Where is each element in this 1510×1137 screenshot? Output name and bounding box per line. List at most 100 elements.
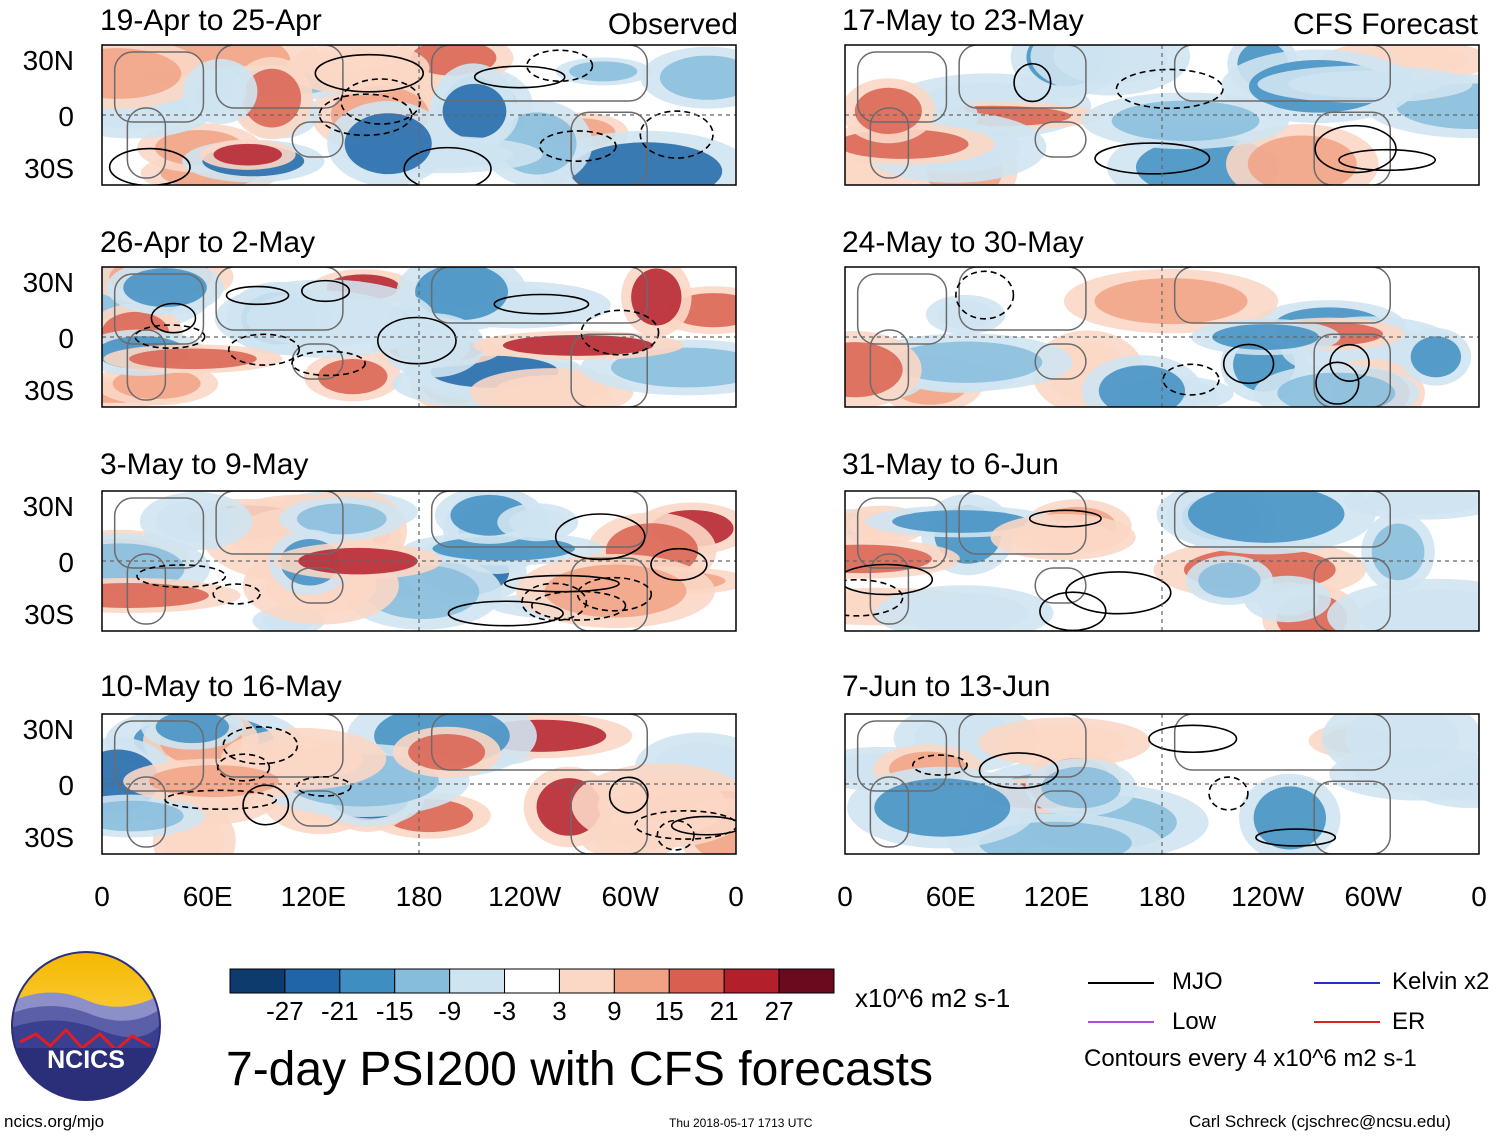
- colorbar-swatch: [723, 968, 780, 994]
- coastline: [856, 720, 948, 792]
- anomaly-core: [1187, 491, 1345, 543]
- colorbar-tick: 21: [709, 996, 739, 1026]
- mjo-contour: [301, 279, 351, 303]
- anomaly-core: [102, 48, 182, 99]
- coastline: [126, 107, 167, 179]
- colorbar-swatch: [613, 968, 670, 994]
- lon-label: 120W: [1231, 881, 1305, 912]
- lat-label: 30S: [24, 375, 74, 406]
- colorbar-tick: 9: [607, 996, 622, 1026]
- mjo-contour: [225, 285, 290, 306]
- mjo-contour: [845, 563, 934, 596]
- anomaly-core: [242, 68, 302, 128]
- footer-author: Carl Schreck (cjschrec@ncsu.edu): [1189, 1112, 1451, 1131]
- mjo-contour: [242, 784, 290, 826]
- coastline: [113, 720, 205, 792]
- anomaly-core: [631, 268, 682, 326]
- anomaly-core: [845, 544, 932, 574]
- panel-title: 10-May to 16-May: [100, 670, 342, 703]
- anomaly-core: [442, 83, 507, 139]
- coastline: [215, 714, 344, 778]
- coastline: [1313, 111, 1391, 185]
- map-frame: [844, 44, 1480, 186]
- anomaly-core: [1041, 766, 1121, 809]
- coastline: [430, 714, 648, 771]
- observed-label: Observed: [607, 8, 738, 41]
- mjo-contour: [216, 753, 271, 782]
- anomaly-core: [102, 800, 184, 832]
- mjo-contour: [554, 513, 646, 561]
- map-border: [844, 713, 1480, 855]
- anomaly-core: [155, 714, 230, 744]
- lon-label: 0: [94, 881, 110, 912]
- lon-label: 0: [728, 881, 744, 912]
- coastline: [570, 780, 648, 854]
- map-border: [101, 490, 737, 632]
- logo-text: NCICS: [47, 1046, 125, 1074]
- mjo-contour: [539, 130, 617, 162]
- lon-label: 60E: [925, 881, 976, 912]
- anomaly-core: [408, 733, 486, 771]
- anomaly-core: [508, 508, 567, 536]
- mjo-contour: [134, 324, 206, 350]
- coastline: [126, 329, 167, 401]
- map-border: [844, 44, 1480, 186]
- colorbar-swatch: [284, 968, 341, 994]
- coastline: [1173, 267, 1391, 324]
- contours-note: Contours every 4 x10^6 m2 s-1: [1084, 1045, 1417, 1072]
- anomaly-core: [1002, 724, 1127, 761]
- coastline: [215, 45, 344, 109]
- low-line: [1088, 1021, 1154, 1023]
- mjo-contour: [978, 752, 1059, 789]
- mjo-contour: [1314, 124, 1397, 174]
- anomaly-core: [155, 500, 237, 542]
- footer-url[interactable]: ncics.org/mjo: [4, 1112, 105, 1131]
- mjo-contour: [136, 564, 227, 588]
- mjo-contour: [1329, 343, 1370, 382]
- colorbar: [229, 968, 835, 994]
- map-frame: [844, 266, 1480, 408]
- mjo-contour: [212, 583, 261, 605]
- anomaly-core: [396, 322, 470, 369]
- lat-label: 30N: [22, 491, 74, 522]
- map-border: [844, 490, 1480, 632]
- anomaly-core: [102, 582, 209, 609]
- lon-label: 180: [395, 881, 443, 912]
- colorbar-tick: 27: [764, 996, 794, 1026]
- forecast-label: CFS Forecast: [1292, 8, 1478, 41]
- legend-kelvin: Kelvin x2: [1392, 968, 1490, 995]
- lat-label: 0: [58, 547, 74, 578]
- anomaly-core: [659, 55, 736, 100]
- lat-label: 30N: [22, 267, 74, 298]
- kelvin-line: [1314, 982, 1380, 984]
- map-border: [101, 266, 737, 408]
- colorbar-units: x10^6 m2 s-1: [855, 983, 1011, 1013]
- lat-label: 30N: [22, 714, 74, 745]
- colorbar-tick: -21: [321, 996, 359, 1026]
- mjo-contour: [656, 819, 695, 851]
- anomaly-core: [296, 503, 387, 535]
- mjo-contour: [403, 146, 492, 185]
- legend-mjo: MJO: [1172, 968, 1223, 995]
- colorbar-tick: -3: [492, 996, 517, 1026]
- coastline: [113, 51, 205, 123]
- lat-label: 0: [58, 770, 74, 801]
- mjo-contour: [526, 49, 594, 82]
- coastline: [869, 553, 910, 625]
- mjo-contour: [912, 754, 968, 776]
- coastline: [958, 714, 1087, 778]
- map-frame: [101, 490, 737, 632]
- panel-title: 31-May to 6-Jun: [842, 448, 1059, 481]
- anomaly-core: [570, 142, 723, 185]
- colorbar-swatch: [449, 968, 506, 994]
- anomaly-core: [890, 341, 1043, 383]
- mjo-contour: [1148, 724, 1238, 754]
- mjo-contour: [634, 810, 736, 840]
- lon-label: 120W: [488, 881, 562, 912]
- coastline: [1173, 45, 1391, 102]
- coastline: [113, 273, 205, 345]
- map-panels: [101, 44, 1480, 855]
- mjo-contour: [447, 600, 564, 627]
- lon-label: 0: [837, 881, 853, 912]
- mjo-contour: [493, 293, 590, 315]
